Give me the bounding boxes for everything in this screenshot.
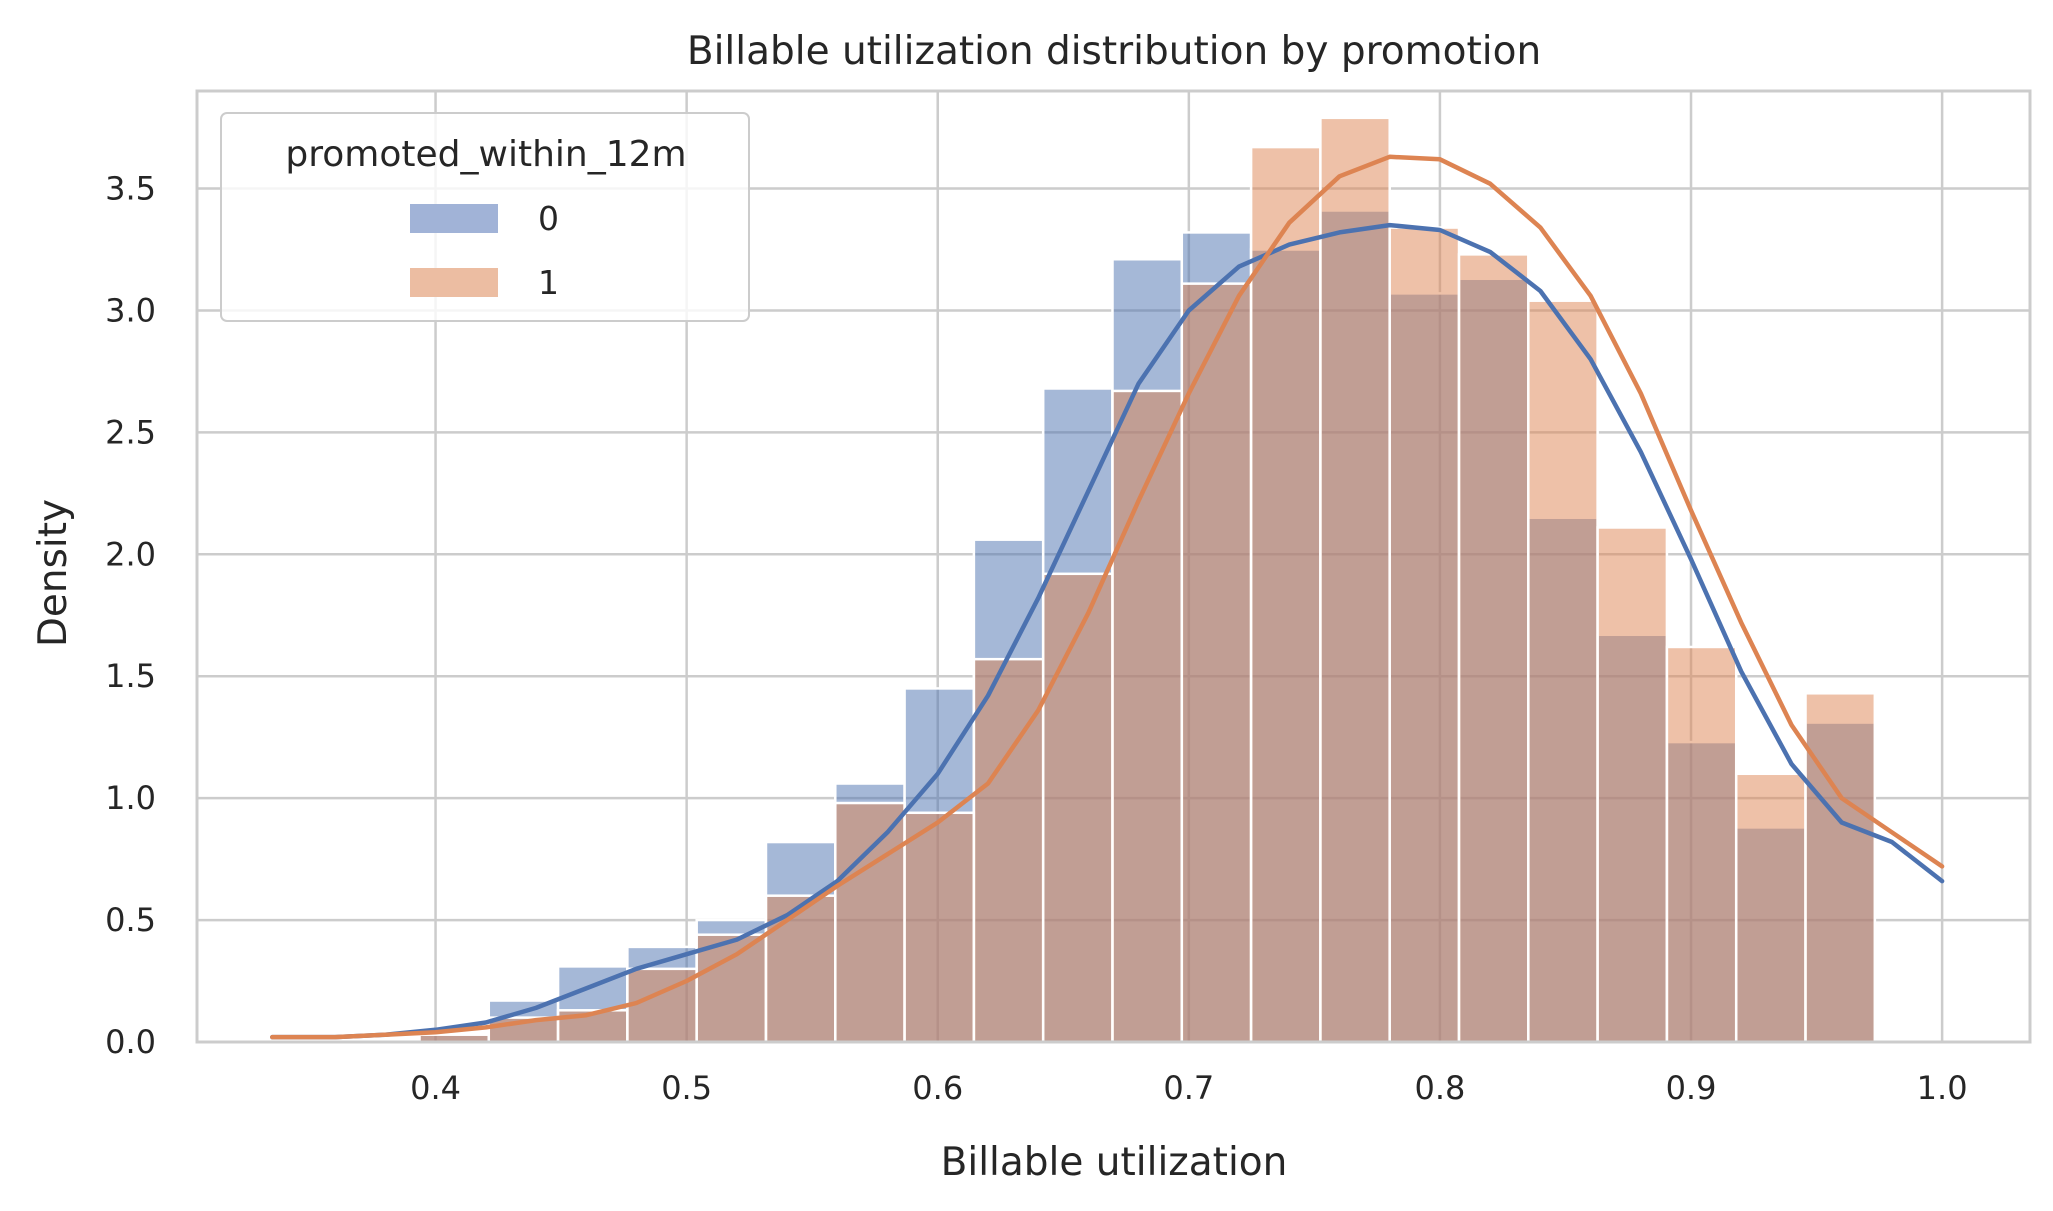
- bar-series-1-bin-15: [1388, 226, 1461, 1044]
- kde-curves: [270, 154, 1945, 1040]
- x-tick-label-1: 0.5: [661, 1069, 712, 1107]
- y-tick-label-7: 3.5: [105, 170, 156, 208]
- bar-series-1-bin-19: [1665, 645, 1738, 1044]
- bar-series-1-bin-6: [764, 894, 837, 1044]
- histogram-bars: [418, 116, 1877, 1044]
- bar-series-1-bin-13: [1249, 145, 1322, 1044]
- legend: promoted_within_12m 0 1: [220, 112, 750, 322]
- x-tick-label-5: 0.9: [1666, 1069, 1717, 1107]
- bar-series-1-bin-17: [1527, 299, 1599, 1044]
- y-tick-label-5: 2.5: [105, 413, 156, 451]
- x-tick-label-3: 0.7: [1163, 1069, 1214, 1107]
- bar-series-1-bin-12: [1180, 282, 1253, 1044]
- bar-series-1-bin-11: [1111, 389, 1184, 1044]
- kde-line-1: [270, 154, 1945, 1040]
- y-tick-label-3: 1.5: [105, 657, 156, 695]
- legend-swatch-0: [410, 204, 498, 233]
- y-tick-label-4: 2.0: [105, 535, 156, 573]
- bar-series-1-bin-20: [1734, 772, 1807, 1044]
- y-axis-label: Density: [31, 499, 76, 647]
- bar-series-1-bin-21: [1804, 692, 1877, 1044]
- y-tick-label-1: 0.5: [105, 901, 156, 939]
- bar-series-1-bin-14: [1319, 116, 1391, 1044]
- kde-line-0: [270, 222, 1945, 1040]
- x-tick-label-0: 0.4: [410, 1069, 461, 1107]
- bar-series-1-bin-5: [695, 933, 768, 1044]
- x-tick-label-2: 0.6: [912, 1069, 963, 1107]
- legend-label-1: 1: [538, 263, 559, 302]
- y-tick-label-6: 3.0: [105, 291, 156, 329]
- bar-series-1-bin-10: [1041, 572, 1114, 1044]
- y-tick-labels: 0.0 0.5 1.0 1.5 2.0 2.5 3.0 3.5: [105, 170, 156, 1061]
- x-tick-label-4: 0.8: [1414, 1069, 1465, 1107]
- legend-title: promoted_within_12m: [285, 134, 686, 175]
- x-tick-labels: 0.4 0.5 0.6 0.7 0.8 0.9 1.0: [410, 1069, 1967, 1107]
- bar-series-1-bin-7: [834, 801, 906, 1044]
- x-axis-label: Billable utilization: [941, 1140, 1288, 1185]
- legend-label-0: 0: [538, 199, 559, 238]
- bar-series-1-bin-16: [1457, 253, 1530, 1044]
- bar-series-1-bin-8: [903, 811, 976, 1044]
- y-tick-label-2: 1.0: [105, 779, 156, 817]
- bar-series-1-bin-18: [1596, 526, 1669, 1044]
- plot-frame: [195, 89, 2032, 1044]
- x-tick-label-6: 1.0: [1917, 1069, 1968, 1107]
- legend-swatch-1: [410, 268, 498, 297]
- y-tick-label-0: 0.0: [105, 1023, 156, 1061]
- chart-title: Billable utilization distribution by pro…: [687, 29, 1541, 74]
